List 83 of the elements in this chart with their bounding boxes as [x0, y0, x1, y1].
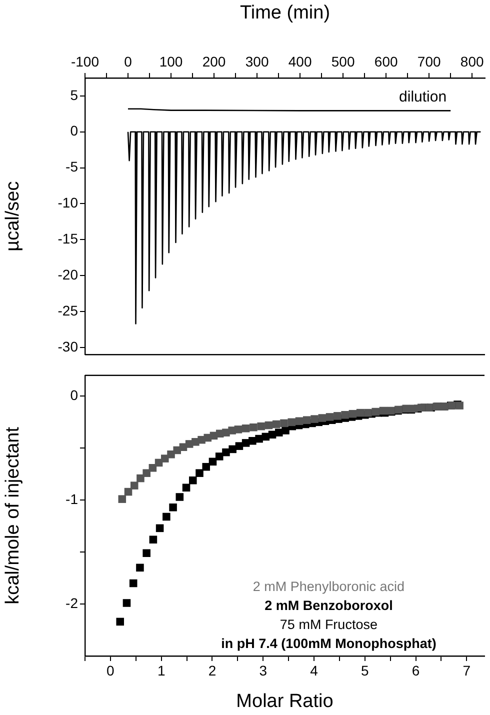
x-tick-label: 4	[310, 662, 318, 678]
x-tick-label: 600	[374, 53, 398, 70]
x-tick-label: 2	[208, 662, 216, 678]
point	[176, 493, 184, 501]
x-tick-label: 0	[124, 53, 132, 70]
x-tick-label: 0	[106, 662, 115, 678]
point	[189, 476, 197, 484]
point	[228, 445, 236, 454]
point	[136, 474, 144, 482]
x-axis-title: Molar Ratio	[236, 690, 334, 712]
point	[149, 536, 158, 544]
point	[116, 618, 124, 626]
y-tick-label: -20	[58, 266, 78, 282]
point	[341, 411, 349, 419]
x-tick-label: 7	[462, 662, 471, 678]
y-axis-title: kcal/mole of injectant	[2, 426, 24, 604]
point	[136, 564, 144, 572]
point	[255, 434, 263, 443]
point	[326, 413, 334, 421]
point	[169, 503, 177, 512]
point	[364, 408, 372, 417]
point	[196, 469, 204, 477]
point	[142, 549, 150, 558]
x-tick-label: 200	[202, 53, 226, 70]
point	[334, 412, 342, 420]
annotation: 75 mM Fructose	[280, 617, 378, 632]
y-tick-label: 0	[70, 122, 78, 139]
point	[310, 415, 318, 423]
x-tick-label: 300	[245, 53, 269, 70]
point	[295, 417, 304, 426]
point	[202, 462, 210, 471]
point	[280, 419, 288, 428]
x-tick-label: 400	[288, 53, 312, 70]
point	[288, 418, 296, 426]
annotation: in pH 7.4 (100mM Monophosphat)	[221, 636, 436, 652]
point	[148, 464, 157, 472]
annotation: 2 mM Phenylboronic acid	[252, 579, 404, 594]
y-axis-title: µcal/sec	[2, 181, 24, 252]
y-tick-label: -10	[58, 194, 78, 211]
point	[264, 421, 273, 430]
point	[118, 495, 126, 503]
y-tick-label: -30	[58, 338, 78, 354]
point	[122, 599, 131, 607]
point	[162, 512, 170, 521]
point	[418, 404, 426, 412]
x-tick-label: 700	[417, 53, 441, 70]
x-tick-label: 100	[159, 53, 183, 70]
point	[282, 426, 290, 434]
point	[303, 416, 311, 424]
point	[318, 414, 326, 422]
point	[129, 579, 138, 588]
x-tick-label: 5	[361, 662, 370, 678]
point	[130, 482, 138, 490]
point	[356, 408, 364, 417]
point	[242, 424, 250, 432]
y-tick-label: 5	[70, 86, 78, 103]
x-tick-label: 3	[259, 662, 268, 678]
x-tick-label: 500	[331, 53, 355, 70]
point	[410, 404, 418, 413]
annotation: 2 mM Benzoboroxol	[264, 598, 393, 614]
x-tick-label: 1	[157, 662, 166, 678]
y-tick-label: -15	[58, 230, 78, 247]
x-tick-label: 800	[460, 53, 484, 70]
series-label: dilution	[399, 88, 447, 106]
point	[257, 422, 265, 430]
point	[272, 420, 280, 428]
x-tick-label: 6	[412, 662, 420, 678]
point	[348, 410, 357, 418]
y-tick-label: -2	[66, 594, 78, 611]
y-tick-label: -25	[58, 302, 78, 318]
point	[234, 426, 242, 434]
y-tick-label: -5	[66, 158, 78, 175]
x-tick-label: -100	[70, 53, 100, 70]
x-axis-title: Time (min)	[240, 2, 330, 24]
y-tick-label: -1	[66, 490, 78, 507]
point	[215, 452, 224, 460]
point	[142, 469, 150, 477]
point	[235, 442, 244, 450]
point	[250, 423, 258, 432]
point	[372, 408, 380, 416]
point	[156, 524, 164, 532]
point	[182, 484, 190, 492]
y-tick-label: 0	[70, 387, 78, 404]
